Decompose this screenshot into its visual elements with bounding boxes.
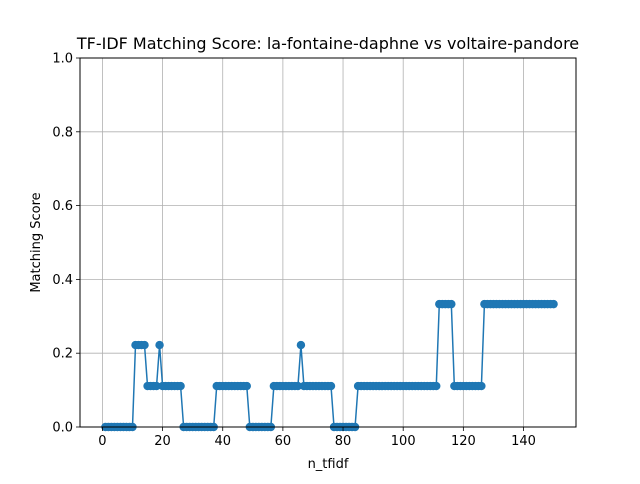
plot-area-frame — [79, 57, 577, 428]
y-tick-label: 0.0 — [52, 421, 73, 436]
data-point — [296, 340, 306, 350]
x-tick-label: 20 — [154, 434, 171, 449]
data-point — [447, 299, 456, 309]
x-tick-label: 140 — [511, 434, 536, 449]
data-point — [152, 381, 161, 391]
x-axis-label: n_tfidf — [308, 457, 349, 472]
x-tick-label: 0 — [98, 434, 106, 449]
data-point — [155, 340, 164, 350]
x-tick-label: 120 — [451, 434, 476, 449]
y-tick-label: 0.2 — [52, 347, 73, 362]
y-axis-label: Matching Score — [29, 192, 44, 292]
axis-ticks: 0 20 40 60 80 100 120 140 0.0 0.2 0.4 0.6 0.8 1.0 — [52, 52, 536, 450]
series-layer — [101, 299, 558, 432]
data-point — [326, 381, 336, 391]
x-tick-label: 80 — [335, 434, 352, 449]
data-point — [140, 340, 149, 350]
y-tick-label: 0.8 — [52, 125, 73, 140]
data-point — [432, 381, 441, 391]
data-point — [549, 299, 558, 309]
series-line — [105, 303, 554, 428]
grid-lines — [80, 57, 576, 428]
y-tick-label: 1.0 — [52, 52, 73, 67]
x-tick-label: 100 — [391, 434, 416, 449]
chart-title: TF-IDF Matching Score: la-fontaine-daphn… — [76, 34, 579, 53]
data-point — [293, 381, 303, 391]
data-point — [176, 381, 185, 391]
data-point — [477, 381, 486, 391]
y-tick-label: 0.6 — [52, 199, 73, 214]
y-tick-label: 0.4 — [52, 273, 73, 288]
x-tick-label: 60 — [275, 434, 292, 449]
data-point — [242, 381, 251, 391]
x-tick-label: 40 — [214, 434, 231, 449]
